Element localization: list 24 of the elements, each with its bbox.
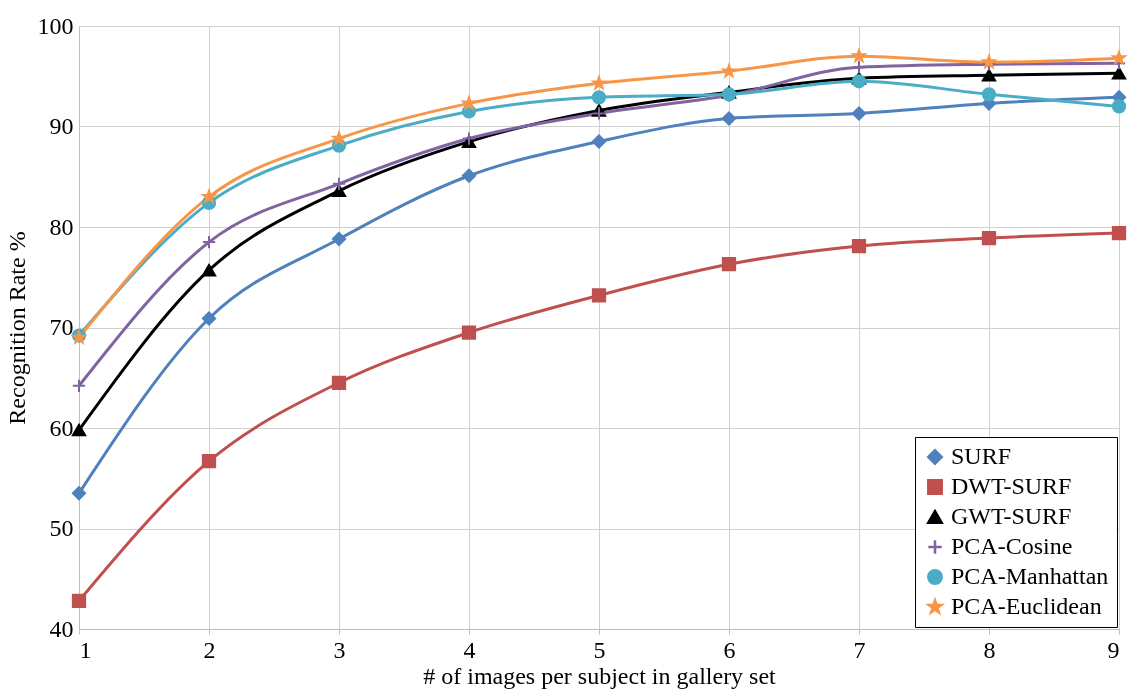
x-tick-label: 6 bbox=[723, 636, 736, 663]
x-tick-label: 2 bbox=[203, 636, 216, 663]
legend-label: DWT-SURF bbox=[951, 473, 1072, 499]
y-tick-label: 60 bbox=[49, 414, 74, 441]
y-tick-label: 70 bbox=[49, 314, 74, 340]
y-tick-label: 40 bbox=[49, 615, 74, 642]
y-tick-label: 100 bbox=[37, 12, 74, 39]
legend-label: SURF bbox=[951, 443, 1012, 469]
y-axis-title: Recognition Rate % bbox=[3, 231, 30, 425]
legend-label: PCA-Manhattan bbox=[951, 563, 1109, 589]
x-tick-label: 3 bbox=[333, 636, 346, 663]
x-tick-label: 7 bbox=[853, 636, 866, 663]
legend-label: PCA-Cosine bbox=[951, 533, 1073, 559]
x-tick-label: 5 bbox=[593, 636, 606, 663]
legend-label: GWT-SURF bbox=[951, 503, 1072, 529]
y-tick-label: 90 bbox=[49, 113, 74, 139]
x-tick-label: 8 bbox=[983, 636, 996, 663]
y-tick-label: 50 bbox=[49, 515, 74, 541]
legend-label: PCA-Euclidean bbox=[951, 593, 1102, 619]
y-tick-label: 80 bbox=[49, 213, 74, 240]
x-tick-label: 9 bbox=[1107, 636, 1120, 663]
x-axis-title: # of images per subject in gallery set bbox=[423, 662, 777, 689]
x-tick-label: 1 bbox=[79, 636, 92, 663]
x-tick-label: 4 bbox=[463, 636, 476, 663]
